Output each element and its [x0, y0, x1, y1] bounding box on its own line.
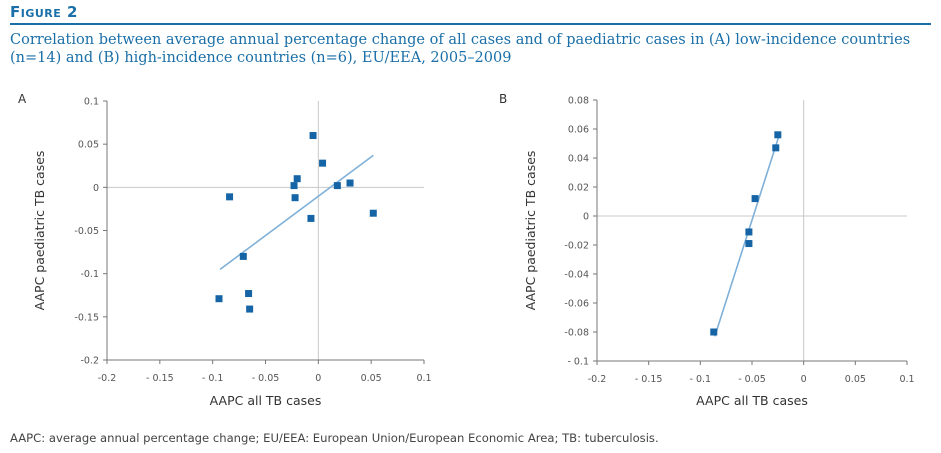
x-tick-label: - 0.15	[146, 373, 174, 384]
data-point	[745, 228, 753, 236]
chart-panel-b: B 0.08 0.06 0.04 0.02 0 -0.02 -0.04 -0.06 -0.08 - …	[499, 92, 915, 408]
panel-letter: B	[499, 92, 507, 106]
data-point	[290, 182, 298, 190]
data-point	[333, 182, 341, 190]
x-tick-label: 0.05	[845, 374, 866, 385]
x-tick-label: 0	[315, 373, 321, 384]
y-tick-label: 0.1	[84, 97, 99, 108]
data-point	[772, 144, 780, 152]
x-axis-title: AAPC all TB cases	[210, 393, 322, 408]
data-point	[751, 195, 759, 203]
y-tick-label: -0.06	[564, 299, 589, 310]
data-point	[346, 179, 354, 187]
y-axis-title: AAPC paediatric TB cases	[32, 151, 47, 311]
data-point	[319, 159, 327, 167]
y-tick-label: 0.06	[568, 125, 589, 136]
footnote: AAPC: average annual percentage change; …	[10, 431, 659, 445]
x-tick-label: -0.2	[588, 374, 607, 385]
data-point	[293, 175, 301, 183]
data-point	[307, 214, 315, 222]
y-tick-label: 0	[93, 183, 99, 194]
panel-letter: A	[18, 92, 27, 106]
data-point	[369, 209, 377, 217]
data-point	[774, 131, 782, 139]
x-tick-label: 0.05	[361, 373, 382, 384]
x-axis-title: AAPC all TB cases	[696, 393, 808, 408]
data-point	[710, 328, 718, 336]
x-tick-label: - 0.15	[635, 374, 663, 385]
x-tick-label: 0	[801, 374, 807, 385]
y-tick-label: -0.02	[564, 241, 589, 252]
data-point	[215, 295, 223, 303]
y-tick-label: -0.1	[80, 269, 99, 280]
y-tick-label: -0.15	[74, 312, 99, 323]
data-point	[291, 194, 299, 202]
trend-line	[219, 154, 374, 270]
x-tick-label: 0.1	[416, 373, 431, 384]
y-tick-label: -0.2	[80, 356, 99, 367]
y-axis-title: AAPC paediatric TB cases	[523, 151, 538, 311]
y-tick-label: -0.05	[74, 226, 99, 237]
data-point	[309, 132, 317, 140]
chart-panel-a: A 0.1 0.05 0 -0.05 -0.1 -0.15 -0.2 -0.2 - 0.15 - 0…	[18, 92, 432, 408]
data-point	[245, 290, 253, 298]
y-tick-label: 0.02	[568, 183, 589, 194]
data-point	[239, 252, 247, 260]
y-tick-label: 0.08	[568, 96, 589, 107]
y-tick-label: 0	[583, 212, 589, 223]
y-tick-label: -0.04	[564, 270, 589, 281]
y-tick-label: 0.04	[568, 154, 589, 165]
x-tick-label: - 0.1	[690, 374, 712, 385]
y-tick-label: - 0.1	[567, 357, 589, 368]
x-tick-label: - 0.05	[252, 373, 280, 384]
figure-label: Figure 2	[10, 3, 78, 21]
x-tick-label: -0.2	[98, 373, 117, 384]
data-point	[226, 193, 234, 201]
x-tick-label: 0.1	[899, 374, 914, 385]
data-point	[745, 240, 753, 248]
data-point	[246, 305, 254, 313]
figure-title: Correlation between average annual perce…	[10, 32, 911, 66]
x-tick-label: - 0.1	[202, 373, 224, 384]
trend-line	[714, 136, 780, 337]
y-tick-label: -0.08	[564, 328, 589, 339]
y-tick-label: 0.05	[78, 140, 99, 151]
title-rule	[10, 23, 931, 25]
x-tick-label: - 0.05	[738, 374, 766, 385]
